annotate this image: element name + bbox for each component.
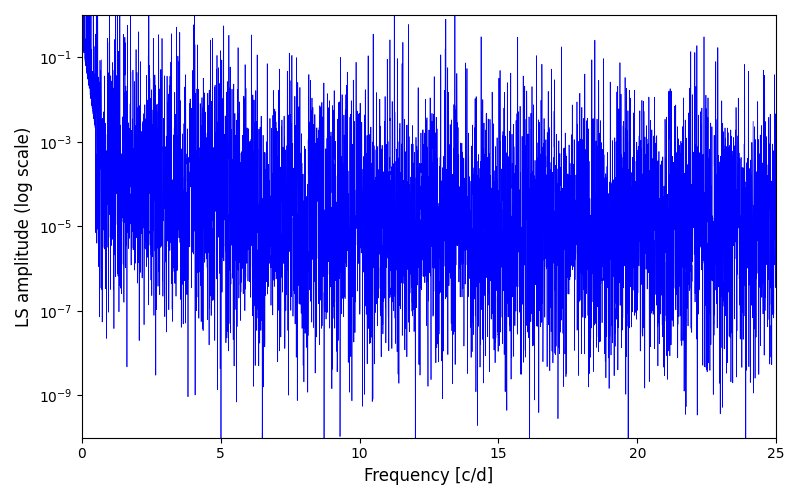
- X-axis label: Frequency [c/d]: Frequency [c/d]: [364, 467, 494, 485]
- Y-axis label: LS amplitude (log scale): LS amplitude (log scale): [15, 126, 33, 326]
